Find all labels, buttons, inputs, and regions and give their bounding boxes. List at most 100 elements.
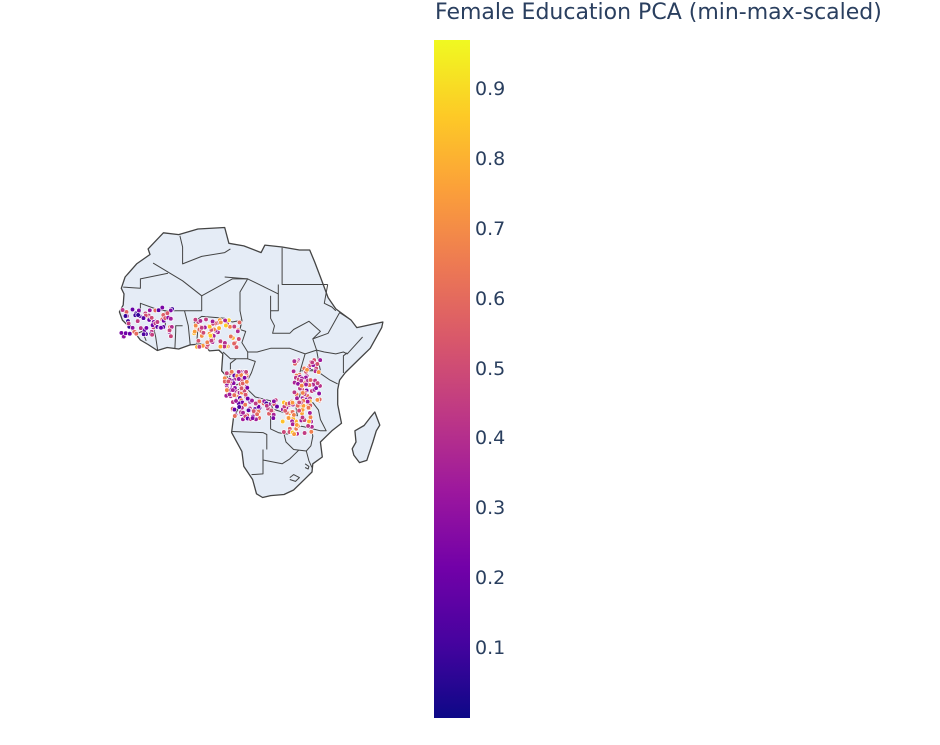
data-point bbox=[307, 377, 314, 383]
data-point bbox=[218, 319, 224, 326]
colorbar-tick-label: 0.9 bbox=[475, 77, 506, 100]
data-point bbox=[264, 403, 270, 409]
country-border bbox=[289, 474, 300, 482]
data-point bbox=[192, 317, 199, 323]
data-point bbox=[245, 395, 251, 402]
data-point bbox=[224, 370, 230, 376]
data-point bbox=[233, 398, 239, 404]
data-point bbox=[118, 330, 125, 336]
data-point bbox=[129, 306, 136, 313]
data-point bbox=[317, 357, 323, 363]
data-point bbox=[193, 322, 199, 329]
data-point bbox=[304, 367, 310, 373]
data-point bbox=[168, 307, 174, 314]
country-border bbox=[270, 415, 290, 435]
data-point bbox=[309, 359, 315, 366]
data-point bbox=[228, 333, 234, 340]
country-border bbox=[270, 293, 279, 312]
data-point bbox=[238, 385, 245, 391]
data-point bbox=[299, 414, 306, 421]
data-point bbox=[216, 325, 222, 331]
colorbar-tick-label: 0.5 bbox=[475, 357, 506, 380]
data-point bbox=[223, 322, 229, 329]
country-border bbox=[184, 310, 191, 345]
data-point bbox=[140, 315, 147, 321]
madagascar-outline bbox=[351, 411, 381, 464]
country-border bbox=[305, 450, 313, 468]
colorbar-tick-label: 0.8 bbox=[475, 147, 506, 170]
data-point bbox=[231, 323, 237, 330]
data-point bbox=[217, 338, 224, 344]
data-point bbox=[249, 397, 255, 404]
data-point bbox=[274, 403, 280, 410]
data-point bbox=[243, 369, 249, 375]
country-border bbox=[174, 325, 183, 349]
data-point bbox=[316, 390, 322, 397]
data-point bbox=[270, 415, 276, 421]
data-point bbox=[305, 405, 312, 411]
country-border bbox=[247, 347, 317, 355]
data-point bbox=[199, 325, 205, 331]
data-point bbox=[129, 325, 136, 331]
data-point bbox=[282, 408, 288, 414]
data-point bbox=[281, 429, 287, 435]
country-border bbox=[270, 295, 321, 351]
data-point bbox=[207, 333, 214, 339]
country-border bbox=[304, 463, 310, 470]
data-point bbox=[268, 407, 274, 414]
data-point bbox=[291, 389, 298, 395]
data-point bbox=[296, 399, 302, 406]
data-point bbox=[305, 398, 311, 405]
data-point bbox=[285, 415, 292, 421]
data-point bbox=[290, 368, 297, 374]
data-point bbox=[314, 361, 320, 367]
data-point bbox=[138, 325, 144, 331]
data-point bbox=[229, 369, 235, 375]
data-point bbox=[291, 358, 297, 364]
data-point bbox=[143, 325, 150, 331]
data-point bbox=[244, 379, 250, 385]
data-point bbox=[136, 307, 142, 314]
country-border bbox=[316, 336, 363, 355]
data-point bbox=[306, 418, 312, 425]
data-point bbox=[196, 344, 203, 350]
data-point bbox=[232, 413, 238, 419]
data-point bbox=[289, 400, 296, 406]
colorbar-tick-label: 0.3 bbox=[475, 497, 506, 520]
data-point bbox=[141, 331, 147, 337]
country-border bbox=[342, 352, 348, 373]
data-point bbox=[241, 375, 248, 381]
data-point bbox=[307, 410, 313, 416]
data-point bbox=[314, 380, 321, 386]
data-point bbox=[127, 331, 133, 337]
colorbar bbox=[434, 40, 470, 718]
data-point bbox=[208, 338, 215, 344]
data-point bbox=[305, 423, 311, 429]
data-point bbox=[300, 390, 306, 396]
data-point bbox=[209, 318, 216, 325]
data-point bbox=[291, 431, 297, 437]
data-point bbox=[308, 429, 314, 435]
data-point bbox=[135, 318, 141, 324]
data-point bbox=[207, 324, 213, 330]
data-point bbox=[235, 328, 241, 334]
data-point bbox=[242, 402, 248, 408]
data-point bbox=[233, 344, 240, 350]
data-point bbox=[236, 336, 242, 342]
data-point bbox=[154, 319, 161, 325]
data-point bbox=[245, 407, 252, 413]
data-point bbox=[294, 395, 300, 401]
country-border bbox=[262, 449, 299, 465]
africa-map bbox=[118, 226, 384, 499]
data-point bbox=[222, 317, 228, 324]
data-point bbox=[159, 304, 165, 311]
data-point bbox=[249, 415, 256, 421]
data-point bbox=[168, 333, 174, 339]
data-point bbox=[254, 411, 260, 417]
country-border bbox=[232, 431, 268, 450]
data-point bbox=[125, 320, 132, 327]
data-point bbox=[231, 406, 238, 413]
country-border bbox=[293, 402, 327, 432]
country-border bbox=[153, 328, 159, 351]
data-point bbox=[195, 338, 202, 344]
